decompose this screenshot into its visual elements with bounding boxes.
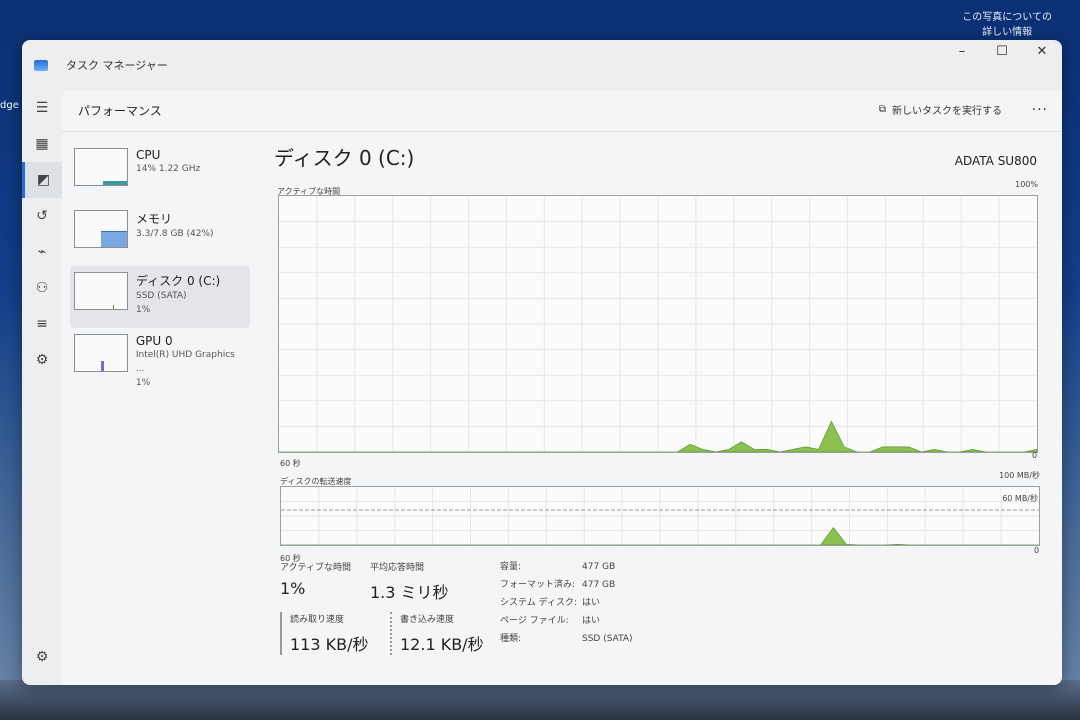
- transfer-min-label: 0: [1034, 546, 1040, 555]
- property-label: フォーマット済み:: [500, 580, 576, 590]
- desktop-wallpaper: [0, 680, 1080, 720]
- stat-value: 1.3 ミリ秒: [370, 583, 449, 602]
- photo-info-link[interactable]: この写真についての 詳しい情報: [962, 10, 1052, 40]
- stat-response-time: 平均応答時間 1.3 ミリ秒: [370, 560, 449, 603]
- window-title: タスク マネージャー: [66, 59, 168, 72]
- transfer-max-label: 100 MB/秒: [999, 471, 1040, 480]
- item-name: CPU: [136, 148, 161, 162]
- property-row: ページ ファイル: はい: [500, 612, 633, 630]
- stat-value: 12.1 KB/秒: [400, 635, 484, 654]
- item-name: GPU 0: [135, 334, 173, 348]
- item-sub: 1%: [136, 305, 151, 315]
- stat-value: 113 KB/秒: [290, 635, 369, 654]
- gpu-thumbnail: [74, 334, 128, 372]
- sidebar-item-gpu0[interactable]: GPU 0 Intel(R) UHD Graphics ... 1%: [70, 328, 250, 390]
- minimize-button[interactable]: –: [958, 43, 966, 59]
- cpu-thumbnail: [74, 148, 128, 186]
- task-manager-icon: [34, 59, 48, 71]
- property-label: システム ディスク:: [500, 598, 577, 608]
- new-task-button[interactable]: ⧉ 新しいタスクを実行する: [879, 102, 1002, 117]
- details-icon[interactable]: ≡: [36, 316, 48, 332]
- memory-thumbnail: [74, 210, 128, 248]
- transfer-mid-label: 60 MB/秒: [1002, 494, 1038, 503]
- stat-label: 読み取り速度: [290, 615, 345, 625]
- app-history-icon[interactable]: ↺: [36, 208, 48, 224]
- photo-info-line: 詳しい情報: [982, 27, 1033, 38]
- stat-active-time: アクティブな時間 1%: [280, 560, 351, 598]
- property-row: フォーマット済み: 477 GB: [500, 576, 633, 594]
- property-label: 種類:: [500, 634, 522, 644]
- item-name: メモリ: [136, 212, 173, 226]
- photo-info-line: この写真についての: [962, 12, 1052, 23]
- sidebar-item-cpu[interactable]: CPU 14% 1.22 GHz: [70, 142, 250, 204]
- disk-model: ADATA SU800: [954, 154, 1037, 168]
- new-task-icon: ⧉: [878, 104, 886, 115]
- new-task-label: 新しいタスクを実行する: [892, 106, 1002, 117]
- page-title: パフォーマンス: [78, 104, 162, 118]
- sidebar-item-disk0[interactable]: ディスク 0 (C:) SSD (SATA) 1%: [70, 266, 250, 328]
- close-button[interactable]: ✕: [1036, 43, 1048, 59]
- item-sub: Intel(R) UHD Graphics ...: [135, 350, 235, 374]
- property-label: ページ ファイル:: [500, 616, 569, 626]
- active-time-label: アクティブな時間: [277, 187, 341, 196]
- active-time-chart: [278, 195, 1038, 453]
- item-name: ディスク 0 (C:): [136, 274, 221, 288]
- settings-icon[interactable]: ⚙: [35, 649, 49, 665]
- property-value: 477 GB: [582, 562, 616, 572]
- item-sub: SSD (SATA): [136, 291, 187, 301]
- property-value: はい: [582, 598, 601, 608]
- disk-title: ディスク 0 (C:): [274, 146, 415, 170]
- maximize-button[interactable]: ☐: [996, 43, 1008, 59]
- more-options-button[interactable]: ...: [1031, 98, 1048, 114]
- stat-read-speed: 読み取り速度 113 KB/秒: [280, 612, 369, 655]
- users-icon[interactable]: ⚇: [35, 280, 49, 296]
- hamburger-menu-icon[interactable]: ☰: [35, 100, 49, 116]
- item-sub: 3.3/7.8 GB (42%): [136, 229, 214, 239]
- item-sub: 1%: [135, 378, 151, 388]
- property-value: SSD (SATA): [582, 634, 633, 644]
- property-value: はい: [582, 616, 601, 626]
- stat-label: アクティブな時間: [280, 563, 352, 573]
- property-label: 容量:: [500, 562, 522, 572]
- property-row: システム ディスク: はい: [500, 594, 633, 612]
- task-manager-window: タスク マネージャー – ☐ ✕ ☰ ▦ ◩ ↺ ⌁ ⚇ ≡ ⚙ ⚙ パフォーマ…: [22, 40, 1062, 685]
- disk-thumbnail: [74, 272, 128, 310]
- active-max-label: 100%: [1015, 180, 1038, 189]
- item-sub: 14% 1.22 GHz: [136, 164, 201, 174]
- property-row: 種類: SSD (SATA): [500, 630, 633, 648]
- active-xlabel: 60 秒: [280, 459, 301, 468]
- perf-sidebar: CPU 14% 1.22 GHz メモリ 3.3/7.8 GB (42%) ディスク…: [70, 142, 250, 390]
- startup-apps-icon[interactable]: ⌁: [37, 244, 47, 260]
- property-value: 477 GB: [582, 580, 616, 590]
- stat-value: 1%: [280, 579, 306, 598]
- services-icon[interactable]: ⚙: [35, 352, 49, 368]
- nav-rail: ☰ ▦ ◩ ↺ ⌁ ⚇ ≡ ⚙ ⚙: [22, 90, 62, 685]
- disk-properties: 容量: 477 GB フォーマット済み: 477 GB システム ディスク: はい ページ …: [500, 558, 633, 648]
- transfer-xlabel: 60 秒: [280, 554, 301, 563]
- desktop-edge-label: dge: [0, 100, 19, 111]
- sidebar-item-memory[interactable]: メモリ 3.3/7.8 GB (42%): [70, 204, 250, 266]
- stat-write-speed: 書き込み速度 12.1 KB/秒: [390, 612, 484, 655]
- processes-icon[interactable]: ▦: [35, 136, 49, 152]
- stat-label: 書き込み速度: [400, 615, 455, 625]
- transfer-label: ディスクの転送速度: [280, 477, 352, 486]
- stat-label: 平均応答時間: [370, 563, 425, 573]
- title-bar: タスク マネージャー: [22, 40, 1062, 90]
- active-min-label: 0: [1032, 451, 1038, 460]
- performance-icon[interactable]: ◩: [22, 162, 62, 198]
- transfer-rate-chart: [280, 486, 1040, 546]
- property-row: 容量: 477 GB: [500, 558, 633, 576]
